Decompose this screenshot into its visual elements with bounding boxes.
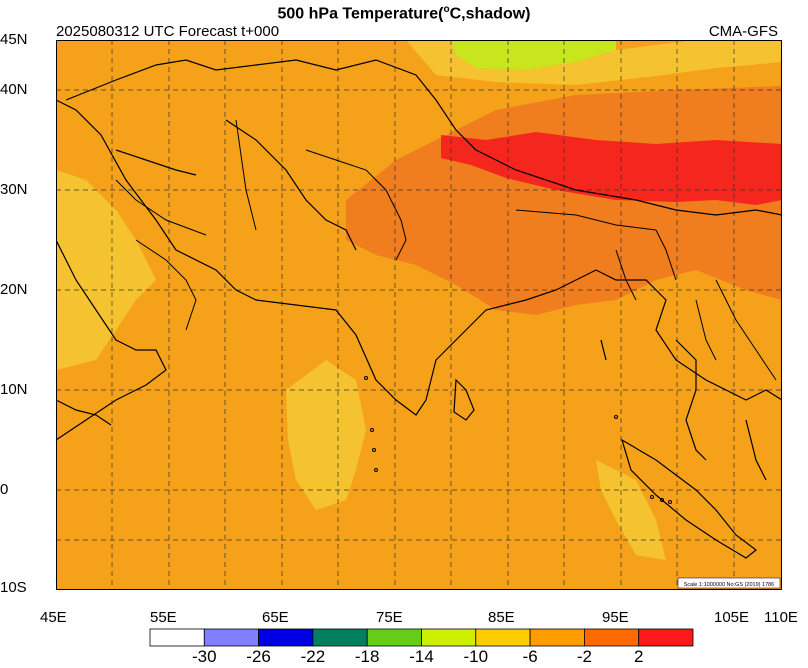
color-bar-swatch [638,628,694,647]
longitude-label: 85E [488,609,515,626]
latitude-label: 45N [0,31,28,48]
latitude-label: 20N [0,281,28,298]
chart-title: 500 hPa Temperature(oC,shadow) [277,4,531,23]
latitude-label: 0 [0,481,9,498]
color-bar-label: -30 [192,647,217,666]
color-bar-label: -26 [246,647,271,666]
coastlines [56,59,782,559]
color-bar-label: -6 [522,647,538,666]
graticule [56,40,782,590]
map-frame [56,40,782,590]
field-cold-north [451,40,616,70]
scale-note: Scale 1:1000000 No:GS (2019) 1786 [684,582,775,588]
model-name: CMA-GFS [708,23,778,40]
field-hot [441,132,782,205]
longitude-label: 65E [262,609,289,626]
color-bar-swatch [584,628,640,647]
longitude-label: 110E [764,609,798,626]
color-bar-label: -22 [300,647,326,666]
longitude-label: 55E [150,609,177,626]
islands [364,376,672,504]
borders [115,119,777,381]
latitude-label: 40N [0,81,28,98]
color-bar-swatch [149,628,205,647]
color-bar-swatch [421,628,477,647]
field-cool-west [56,170,156,370]
color-bar-label: 2 [633,647,644,666]
field-cool-se [596,460,666,560]
latitude-label: 30N [0,181,28,198]
color-bar-swatch [312,628,368,647]
color-bar-swatch [366,628,422,647]
color-bar-label: -10 [463,647,489,666]
color-bar-swatch [475,628,531,647]
longitude-label: 95E [602,609,629,626]
color-bar-swatch [529,628,585,647]
scale-note-box [677,577,781,589]
color-bar-label: -14 [409,647,434,666]
field-cool-ocean [286,360,366,510]
longitude-label: 105E [714,609,750,626]
color-bar-swatch [203,628,260,647]
temperature-map: Scale 1:1000000 No:GS (2019) 1786 [56,40,782,590]
latitude-label: 10N [0,381,28,398]
forecast-info: 2025080312 UTC Forecast t+000 [56,23,280,40]
latitude-label: 10S [0,579,27,596]
color-bar-label: -18 [354,647,380,666]
longitude-label: 75E [376,609,403,626]
color-bar-label: -2 [576,647,592,666]
field-cool-north [406,40,782,85]
color-bar-swatch [258,628,314,647]
longitude-label: 45E [40,609,67,626]
